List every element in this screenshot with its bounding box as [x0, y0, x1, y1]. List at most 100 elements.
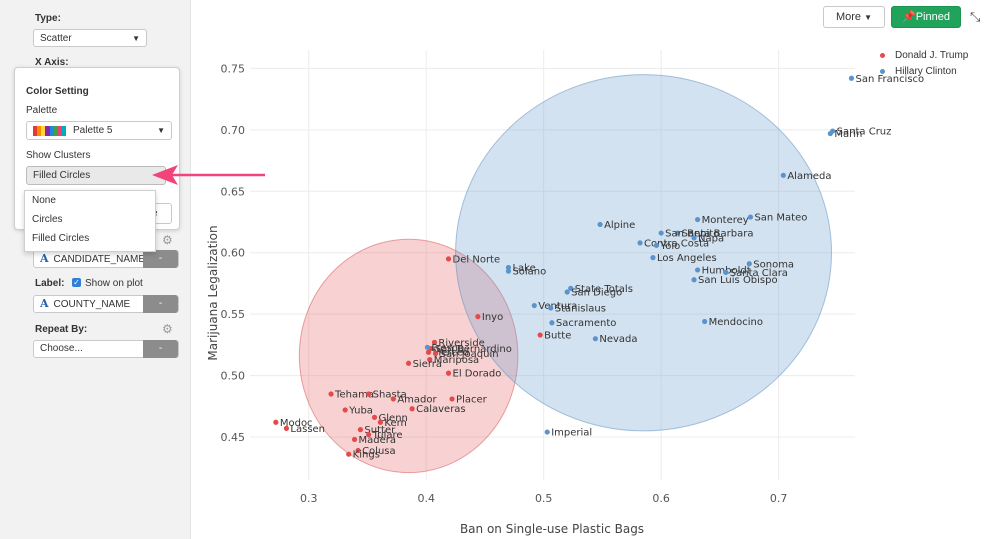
data-point: [328, 391, 334, 397]
label-field-select[interactable]: A COUNTY_NAME -: [33, 295, 179, 313]
chevron-down-icon: ▼: [132, 34, 140, 43]
gear-icon[interactable]: ⚙: [162, 322, 173, 336]
point-label: Merced: [433, 348, 470, 359]
point-label: San Diego: [571, 288, 622, 299]
data-point: [346, 451, 352, 457]
data-point: [505, 264, 512, 271]
gear-icon[interactable]: ⚙: [162, 233, 173, 247]
pinned-button[interactable]: 📌Pinned: [891, 6, 961, 28]
repeat-by-select[interactable]: Choose... -: [33, 340, 179, 358]
point-label: Tulare: [372, 430, 403, 441]
point-label: Nevada: [599, 334, 637, 345]
data-point: [564, 289, 570, 295]
data-point: [747, 214, 754, 220]
pin-icon: 📌: [902, 11, 916, 23]
point-label: Napa: [698, 233, 724, 244]
palette-select[interactable]: Palette 5 ▼: [26, 121, 172, 140]
point-label: Butte: [544, 331, 571, 342]
chart-type-select[interactable]: Scatter ▼: [33, 29, 147, 47]
point-label: Santa Cruz: [837, 127, 892, 138]
data-point: [366, 431, 372, 438]
color-setting-title: Color Setting: [26, 86, 89, 97]
point-label: Yuba: [348, 405, 373, 416]
data-point: [425, 349, 432, 355]
data-point: [548, 305, 554, 311]
y-tick-label: 0.60: [221, 247, 246, 260]
point-label: Sacramento: [556, 318, 616, 329]
cluster-circle: [455, 74, 833, 432]
point-label: Madera: [359, 435, 397, 446]
option-filled-circles[interactable]: Filled Circles: [32, 233, 90, 244]
data-point: [405, 360, 412, 366]
chevron-down-icon: ▼: [864, 13, 873, 22]
y-tick-label: 0.45: [221, 431, 246, 444]
point-label: Yolo: [659, 241, 680, 252]
point-label: Mariposa: [434, 355, 479, 366]
option-circles[interactable]: Circles: [32, 214, 63, 225]
data-point: [780, 172, 786, 178]
pointer-arrow: [152, 165, 265, 185]
data-point: [390, 396, 396, 402]
point-label: Los Angeles: [657, 253, 717, 264]
data-point: [544, 429, 550, 435]
data-point: [653, 242, 660, 248]
y-tick-label: 0.50: [221, 370, 246, 383]
data-point: [848, 75, 855, 81]
remove-color-button[interactable]: -: [143, 250, 178, 268]
data-point: [650, 255, 656, 261]
more-button[interactable]: More ▼: [823, 6, 885, 28]
point-label: Sutter: [364, 425, 396, 436]
point-label: Modoc: [280, 418, 313, 429]
expand-icon[interactable]: ⤡: [970, 9, 981, 24]
point-label: Marin: [834, 129, 862, 140]
point-label: Amador: [397, 394, 437, 405]
data-point: [702, 318, 708, 325]
point-label: Kings: [353, 450, 380, 461]
text-type-icon: A: [40, 252, 49, 265]
point-label: Lake: [512, 263, 535, 274]
data-point: [568, 285, 574, 291]
data-point: [283, 425, 290, 431]
point-label: El Dorado: [453, 369, 502, 380]
x-axis-title: Ban on Single-use Plastic Bags: [460, 522, 644, 536]
x-tick-label: 0.7: [770, 492, 788, 505]
palette-color: [37, 126, 42, 136]
data-point: [377, 419, 383, 425]
legend-item-trump[interactable]: Donald J. Trump: [880, 50, 968, 61]
y-tick-label: 0.65: [221, 185, 246, 198]
point-label: Santa Barbara: [682, 229, 754, 240]
remove-repeat-button[interactable]: -: [143, 340, 178, 358]
data-point: [427, 357, 433, 363]
data-point: [445, 370, 452, 376]
point-label: Shasta: [373, 390, 407, 401]
point-label: Tehama: [334, 390, 374, 401]
option-none[interactable]: None: [32, 195, 56, 206]
palette-swatch: [33, 126, 66, 136]
chart-grid: [250, 50, 855, 480]
data-point: [827, 130, 833, 137]
data-point: [746, 261, 752, 267]
data-point: [597, 221, 603, 228]
point-label: Calaveras: [416, 404, 466, 415]
data-point: [694, 216, 701, 223]
remove-label-button[interactable]: -: [143, 295, 178, 313]
palette-color: [53, 126, 58, 136]
point-label: San Francisco: [855, 74, 924, 85]
point-label: Inyo: [482, 312, 503, 323]
data-point: [691, 277, 697, 283]
data-point: [342, 407, 348, 413]
data-point: [371, 414, 378, 420]
show-clusters-dropdown: None Circles Filled Circles: [24, 190, 156, 252]
point-label: State Totals: [575, 284, 633, 295]
y-tick-label: 0.55: [221, 308, 246, 321]
data-point: [675, 230, 681, 236]
show-clusters-select[interactable]: Filled Circles: [26, 166, 166, 185]
chart-type-value: Scatter: [40, 33, 72, 44]
legend-item-clinton[interactable]: Hillary Clinton: [880, 66, 957, 77]
point-label: San Benito: [665, 229, 719, 240]
show-on-plot-checkbox[interactable]: ✓: [72, 278, 81, 287]
label-label: Label:: [35, 278, 65, 289]
data-point: [351, 436, 358, 443]
data-point: [424, 344, 430, 350]
data-point: [357, 427, 364, 433]
